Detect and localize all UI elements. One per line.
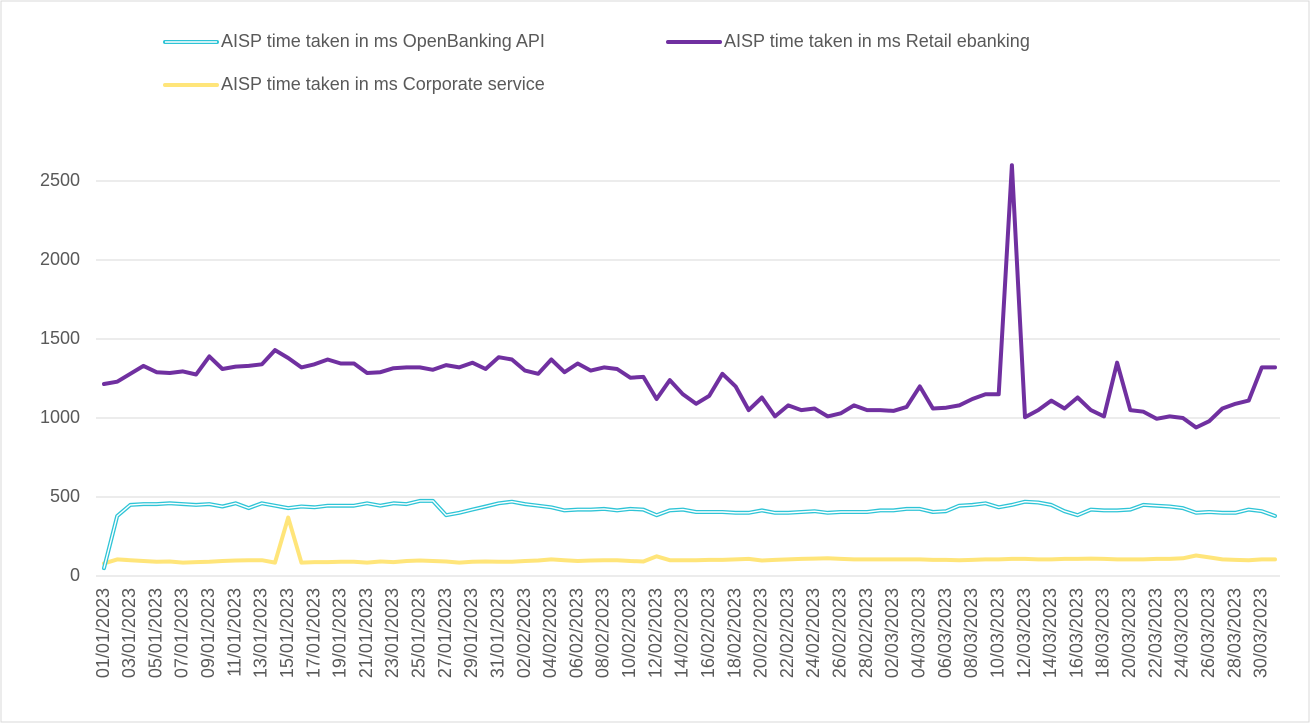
x-tick-label: 29/01/2023 [461,588,481,678]
x-tick-label: 08/03/2023 [961,588,981,678]
x-tick-label: 14/03/2023 [1040,588,1060,678]
y-tick-label: 1000 [40,407,80,427]
x-tick-label: 08/02/2023 [593,588,613,678]
x-tick-label: 07/01/2023 [172,588,192,678]
x-tick-label: 31/01/2023 [487,588,507,678]
x-tick-label: 28/03/2023 [1224,588,1244,678]
x-tick-label: 04/02/2023 [540,588,560,678]
x-tick-label: 18/03/2023 [1093,588,1113,678]
x-tick-label: 30/03/2023 [1251,588,1271,678]
x-tick-label: 21/01/2023 [356,588,376,678]
y-tick-label: 2000 [40,249,80,269]
x-tick-label: 23/01/2023 [382,588,402,678]
x-tick-label: 26/03/2023 [1198,588,1218,678]
x-tick-label: 04/03/2023 [909,588,929,678]
x-tick-label: 14/02/2023 [672,588,692,678]
x-tick-label: 09/01/2023 [198,588,218,678]
y-tick-label: 0 [70,565,80,585]
x-tick-label: 10/02/2023 [619,588,639,678]
x-tick-label: 06/03/2023 [935,588,955,678]
x-tick-label: 26/02/2023 [830,588,850,678]
x-tick-label: 20/03/2023 [1119,588,1139,678]
series-line [102,515,1277,566]
x-tick-label: 12/02/2023 [645,588,665,678]
x-tick-label: 06/02/2023 [566,588,586,678]
x-tick-label: 19/01/2023 [330,588,350,678]
x-tick-label: 11/01/2023 [224,588,244,677]
x-tick-label: 20/02/2023 [751,588,771,678]
x-tick-label: 02/02/2023 [514,588,534,678]
x-tick-label: 12/03/2023 [1014,588,1034,678]
legend-label: AISP time taken in ms Retail ebanking [724,31,1030,51]
x-tick-label: 16/02/2023 [698,588,718,678]
x-tick-label: 28/02/2023 [856,588,876,678]
x-tick-label: 27/01/2023 [435,588,455,678]
x-tick-label: 17/01/2023 [303,588,323,678]
legend-label: AISP time taken in ms Corporate service [221,74,545,94]
series-line [102,163,1277,430]
x-tick-label: 16/03/2023 [1066,588,1086,678]
x-tick-label: 10/03/2023 [987,588,1007,678]
x-tick-label: 01/01/2023 [93,588,113,678]
x-tick-label: 22/03/2023 [1145,588,1165,678]
x-tick-label: 15/01/2023 [277,588,297,678]
y-tick-label: 500 [50,486,80,506]
y-tick-label: 1500 [40,328,80,348]
x-tick-label: 24/02/2023 [803,588,823,678]
y-tick-label: 2500 [40,170,80,190]
x-tick-label: 13/01/2023 [251,588,271,678]
legend-label: AISP time taken in ms OpenBanking API [221,31,545,51]
x-tick-label: 05/01/2023 [145,588,165,678]
x-tick-label: 18/02/2023 [724,588,744,678]
x-tick-label: 24/03/2023 [1172,588,1192,678]
x-tick-label: 02/03/2023 [882,588,902,678]
x-tick-label: 25/01/2023 [409,588,429,678]
series-line-highlight [103,500,1276,569]
x-tick-label: 03/01/2023 [119,588,139,678]
x-tick-label: 22/02/2023 [777,588,797,678]
